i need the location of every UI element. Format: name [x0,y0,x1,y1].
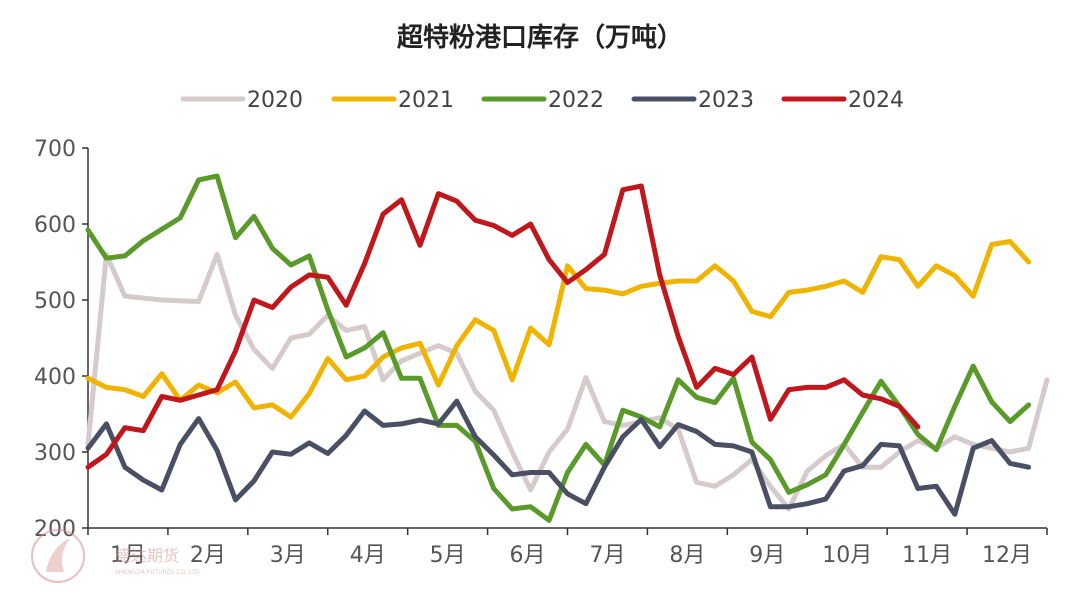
x-tick-label: 4月 [350,543,386,568]
x-tick-label: 2月 [190,543,226,568]
watermark-logo-mark [46,538,70,572]
series-line-2022 [85,173,1032,523]
series-line-2023 [85,398,1032,517]
y-tick-label: 500 [34,289,76,314]
x-tick-label: 7月 [589,543,625,568]
series-layer [85,173,1050,523]
series-line-2021 [85,239,1032,420]
x-tick-label: 12月 [982,543,1032,568]
chart-title: 超特粉港口库存（万吨） [397,22,683,53]
y-tick-label: 600 [34,213,76,238]
legend-label-2020: 2020 [247,88,303,113]
series-line-2020 [85,251,1050,512]
y-tick-label: 300 [34,441,76,466]
legend-label-2022: 2022 [548,88,604,113]
x-axis: 1月 2月 3月 4月 5月 6月 7月 8月 9月 10月 11月 12月 [87,527,1048,568]
watermark-subtext: SHENGDA FUTURES CO.,LTD [115,569,200,576]
x-tick-label: 9月 [749,543,785,568]
watermark-logo [31,529,85,583]
x-tick-label: 8月 [669,543,705,568]
x-tick-label: 3月 [270,543,306,568]
x-tick-label: 10月 [822,543,872,568]
y-tick-label: 700 [34,137,76,162]
watermark-text: 盛达期货 [115,546,179,565]
x-tick-label: 1月 [110,543,146,568]
legend-label-2021: 2021 [398,88,454,113]
x-tick-label: 6月 [510,543,546,568]
legend-label-2023: 2023 [698,88,754,113]
series-line-2024 [85,183,921,470]
legend-label-2024: 2024 [848,88,904,113]
watermark: 盛达期货 SHENGDA FUTURES CO.,LTD [31,529,200,583]
x-tick-label: 11月 [902,543,952,568]
legend: 2020 2021 2022 2023 2024 [180,88,904,113]
x-tick-label: 5月 [430,543,466,568]
y-tick-label: 400 [34,365,76,390]
